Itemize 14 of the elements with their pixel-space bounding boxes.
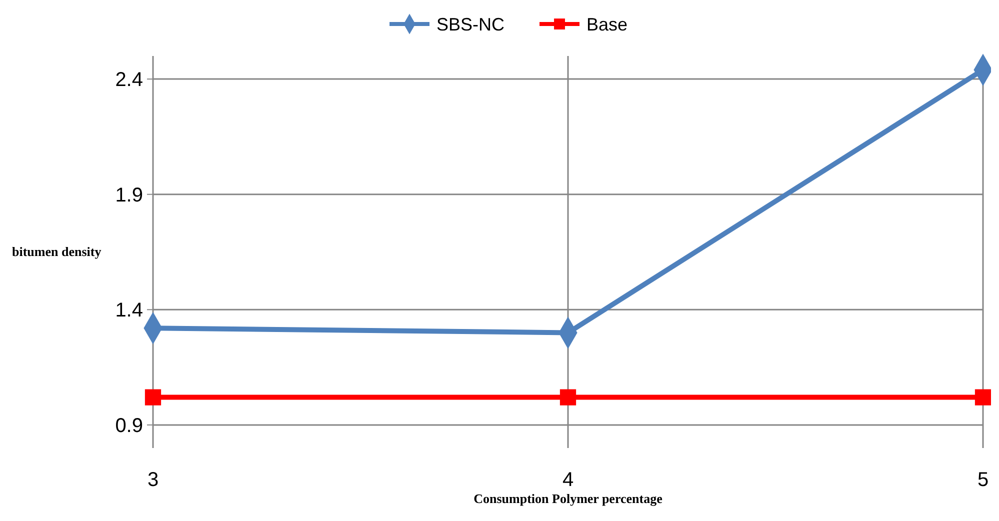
point bbox=[974, 389, 991, 406]
y-tick-label: 1.9 bbox=[115, 184, 143, 206]
x-tick-label: 3 bbox=[147, 469, 159, 491]
point bbox=[144, 389, 162, 406]
legend-label: SBS-NC bbox=[436, 14, 505, 34]
y-tick-label: 2.4 bbox=[115, 69, 143, 92]
point bbox=[560, 389, 576, 406]
y-tick-label: 1.4 bbox=[115, 300, 143, 322]
legend-label: Base bbox=[586, 14, 628, 34]
x-tick-label: 4 bbox=[562, 469, 574, 491]
y-axis-title: bitumen density bbox=[12, 244, 102, 259]
x-axis-title: Consumption Polymer percentage bbox=[474, 491, 663, 506]
y-tick-label: 0.9 bbox=[115, 414, 143, 437]
x-tick-label: 5 bbox=[977, 469, 989, 491]
